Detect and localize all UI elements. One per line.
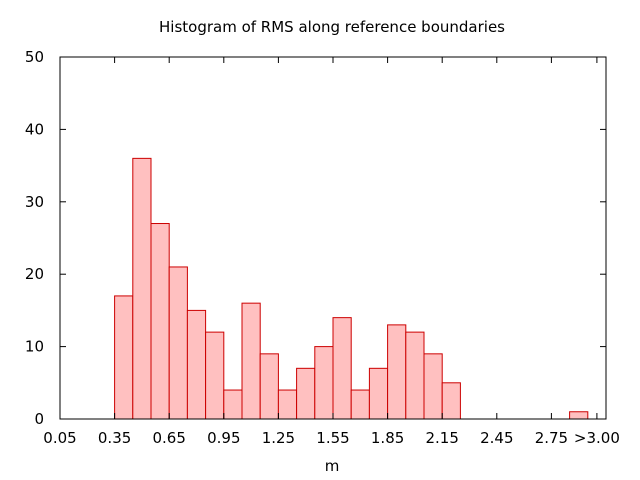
bar — [314, 346, 334, 420]
bar — [423, 353, 443, 420]
x-tick-label: 2.15 — [425, 429, 458, 447]
bars-group — [114, 157, 589, 420]
bar — [259, 353, 279, 420]
bar — [441, 382, 461, 420]
bar — [350, 389, 370, 420]
y-tick-label: 0 — [34, 410, 44, 428]
x-tick-label: 1.85 — [371, 429, 404, 447]
bar — [223, 389, 243, 420]
y-tick-label: 50 — [25, 48, 44, 66]
x-tick-label: 0.95 — [207, 429, 240, 447]
x-tick-label: 2.75 — [535, 429, 568, 447]
x-tick-label: >3.00 — [574, 429, 620, 447]
y-tick-label: 40 — [25, 120, 44, 138]
bar — [150, 223, 170, 420]
y-tick-label: 20 — [25, 265, 44, 283]
x-tick-label: 2.45 — [480, 429, 513, 447]
bar — [296, 367, 316, 420]
bar — [186, 309, 207, 420]
bar — [277, 389, 298, 420]
bar — [387, 324, 407, 420]
bar — [569, 411, 589, 420]
bar — [241, 302, 261, 420]
y-axis: 0 10 20 30 40 50 — [25, 48, 606, 428]
x-axis-label: m — [325, 457, 340, 475]
bar — [205, 331, 225, 420]
bar — [405, 331, 425, 420]
x-axis: 0.05 0.35 0.65 0.95 1.25 1.55 1.85 2.15 2.45 2.75… — [43, 57, 620, 447]
chart-title: Histogram of RMS along reference boundar… — [159, 18, 505, 36]
bar — [168, 266, 188, 420]
bar — [332, 317, 352, 420]
x-tick-label: 0.35 — [98, 429, 131, 447]
bar — [368, 367, 389, 420]
y-tick-label: 10 — [25, 338, 44, 356]
y-tick-label: 30 — [25, 193, 44, 211]
x-tick-label: 1.25 — [262, 429, 295, 447]
bar — [132, 157, 152, 420]
x-tick-label: 0.65 — [152, 429, 185, 447]
x-tick-label: 0.05 — [43, 429, 76, 447]
x-tick-label: 1.55 — [316, 429, 349, 447]
bar — [114, 295, 134, 420]
